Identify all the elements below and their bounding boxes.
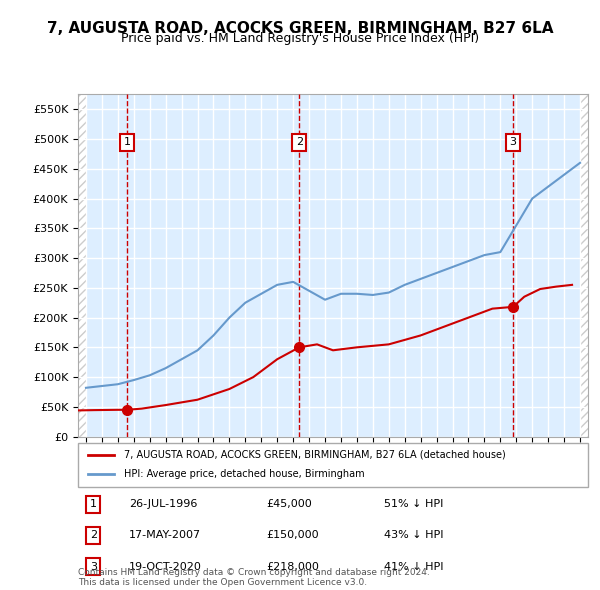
Text: 51% ↓ HPI: 51% ↓ HPI (384, 499, 443, 509)
Text: 2: 2 (90, 530, 97, 540)
Text: £218,000: £218,000 (266, 562, 320, 572)
Text: 17-MAY-2007: 17-MAY-2007 (129, 530, 201, 540)
Text: £150,000: £150,000 (266, 530, 319, 540)
Text: HPI: Average price, detached house, Birmingham: HPI: Average price, detached house, Birm… (124, 470, 365, 479)
FancyBboxPatch shape (78, 442, 588, 487)
Bar (78, 94, 86, 437)
Text: 41% ↓ HPI: 41% ↓ HPI (384, 562, 443, 572)
Text: 43% ↓ HPI: 43% ↓ HPI (384, 530, 443, 540)
Text: 3: 3 (90, 562, 97, 572)
Text: Contains HM Land Registry data © Crown copyright and database right 2024.
This d: Contains HM Land Registry data © Crown c… (78, 568, 430, 587)
Text: 3: 3 (509, 137, 517, 148)
Text: 2: 2 (296, 137, 303, 148)
Text: 1: 1 (90, 499, 97, 509)
Text: 26-JUL-1996: 26-JUL-1996 (129, 499, 197, 509)
Text: 7, AUGUSTA ROAD, ACOCKS GREEN, BIRMINGHAM, B27 6LA: 7, AUGUSTA ROAD, ACOCKS GREEN, BIRMINGHA… (47, 21, 553, 35)
Text: 1: 1 (124, 137, 130, 148)
Text: 19-OCT-2020: 19-OCT-2020 (129, 562, 202, 572)
Text: £45,000: £45,000 (266, 499, 313, 509)
Text: 7, AUGUSTA ROAD, ACOCKS GREEN, BIRMINGHAM, B27 6LA (detached house): 7, AUGUSTA ROAD, ACOCKS GREEN, BIRMINGHA… (124, 450, 506, 460)
Text: Price paid vs. HM Land Registry's House Price Index (HPI): Price paid vs. HM Land Registry's House … (121, 32, 479, 45)
